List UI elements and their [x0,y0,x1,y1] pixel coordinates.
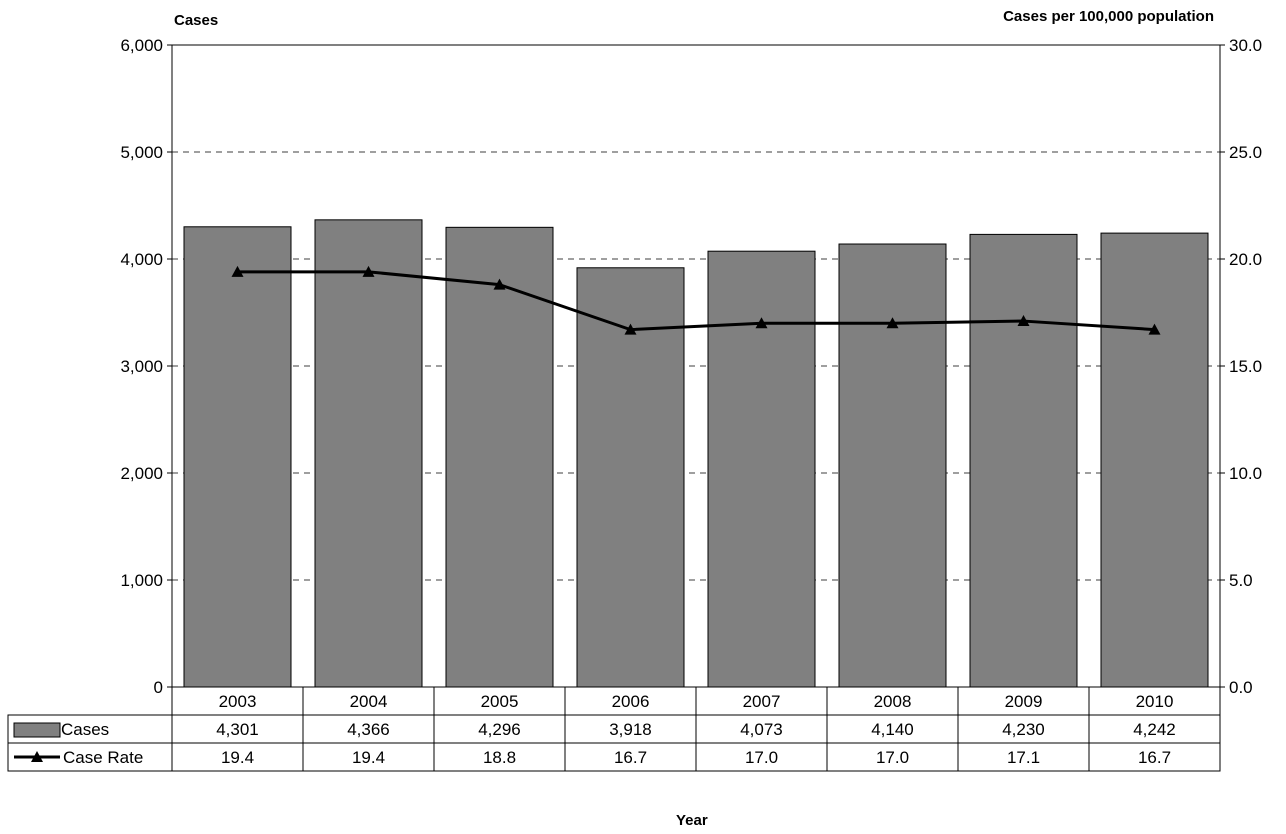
bar-cases-2008 [838,243,947,688]
point-case-rate-2007 [755,317,768,329]
x-tick-label: 2007 [743,692,781,711]
point-case-rate-2008 [886,317,899,329]
point-case-rate-2003 [231,265,244,277]
data-label: 3,918 [609,720,652,739]
legend-marker-case-rate [31,751,43,762]
data-label: 19.4 [352,748,385,767]
bar-cases-2010 [1100,232,1209,688]
data-label: 18.8 [483,748,516,767]
y-tick-label: 3,000 [120,357,163,376]
data-label: 17.0 [745,748,778,767]
y-tick-label: 1,000 [120,571,163,590]
x-tick-label: 2008 [874,692,912,711]
y-axis-title: Cases [174,12,219,29]
x-tick-label: 2010 [1136,692,1174,711]
data-label: 19.4 [221,748,254,767]
data-label: 16.7 [614,748,647,767]
bar-cases-2006 [576,267,685,688]
legend-swatch-cases [13,722,61,738]
x-tick-label: 2009 [1005,692,1043,711]
point-case-rate-2006 [624,323,637,335]
y2-tick-label: 15.0 [1229,357,1262,376]
bar-cases-2005 [445,226,554,688]
y2-tick-label: 10.0 [1229,464,1262,483]
y-tick-label: 2,000 [120,464,163,483]
y2-axis-title: Cases per 100,000 population [1003,8,1214,25]
point-case-rate-2005 [493,278,506,290]
point-case-rate-2009 [1017,315,1030,327]
y-tick-label: 5,000 [120,143,163,162]
legend-label-case-rate: Case Rate [63,748,143,767]
data-label: 16.7 [1138,748,1171,767]
line-case-rate [237,270,1155,332]
bar-cases-2007 [707,250,816,688]
y-tick-label: 6,000 [120,36,163,55]
data-label: 17.1 [1007,748,1040,767]
y2-tick-label: 5.0 [1229,571,1253,590]
x-axis-title: Year [676,812,708,829]
point-case-rate-2010 [1148,323,1161,335]
y2-tick-label: 25.0 [1229,143,1262,162]
point-case-rate-2004 [362,265,375,277]
y2-tick-label: 0.0 [1229,678,1253,697]
data-label: 4,230 [1002,720,1045,739]
bar-cases-2003 [183,226,292,688]
y2-tick-label: 20.0 [1229,250,1262,269]
bar-cases-2009 [969,233,1078,688]
data-label: 4,242 [1133,720,1176,739]
data-label: 4,073 [740,720,783,739]
x-tick-label: 2004 [350,692,388,711]
data-label: 4,366 [347,720,390,739]
x-tick-label: 2005 [481,692,519,711]
y-tick-label: 0 [154,678,163,697]
data-label: 17.0 [876,748,909,767]
y2-tick-label: 30.0 [1229,36,1262,55]
table-cell [1088,742,1221,772]
x-tick-label: 2006 [612,692,650,711]
data-label: 4,296 [478,720,521,739]
data-label: 4,140 [871,720,914,739]
data-label: 4,301 [216,720,259,739]
bar-cases-2004 [314,219,423,688]
legend-label-cases: Cases [61,720,109,739]
y-tick-label: 4,000 [120,250,163,269]
x-tick-label: 2003 [219,692,257,711]
